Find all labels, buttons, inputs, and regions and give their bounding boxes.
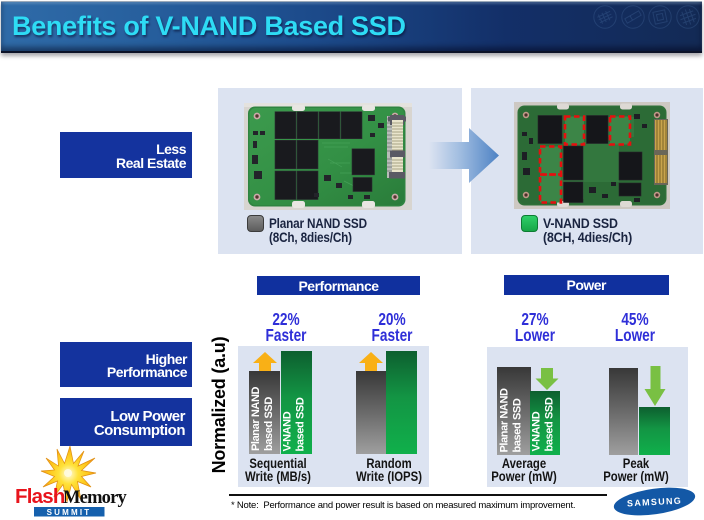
svg-text:Flash: Flash xyxy=(15,485,65,508)
svg-text:Memory: Memory xyxy=(63,488,128,508)
svg-text:SAMSUNG: SAMSUNG xyxy=(627,496,683,509)
svg-text:SUMMIT: SUMMIT xyxy=(47,508,92,517)
